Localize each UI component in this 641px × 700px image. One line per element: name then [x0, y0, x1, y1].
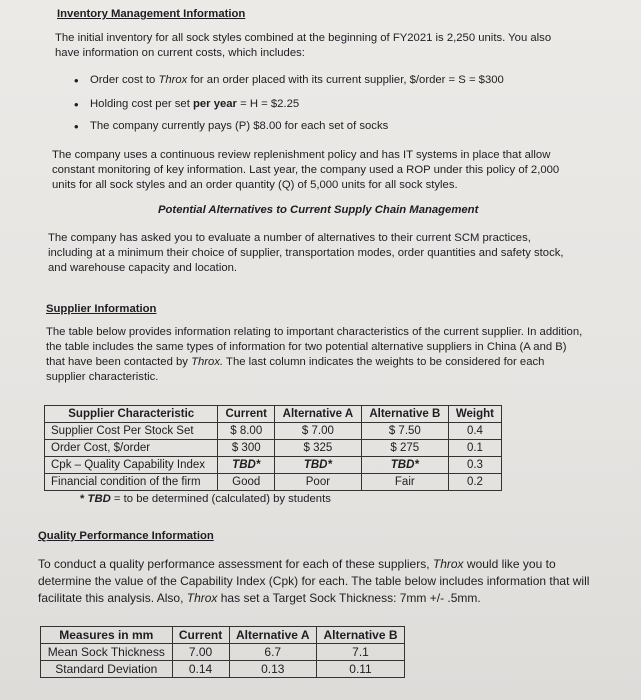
cell: $ 275: [360, 439, 449, 457]
quality-paragraph: To conduct a quality performance assessm…: [38, 556, 608, 607]
supplier-table: Supplier Characteristic Current Alternat…: [43, 405, 503, 491]
header-cell: Supplier Characteristic: [43, 405, 219, 423]
cell: 0.11: [316, 660, 405, 678]
text: = to be determined (calculated) by stude…: [110, 493, 331, 505]
text: Order cost to: [90, 74, 159, 86]
table-footnote: * TBD = to be determined (calculated) by…: [80, 492, 331, 507]
header-cell: Current: [171, 626, 230, 644]
intro-paragraph: The initial inventory for all sock style…: [55, 32, 552, 59]
quality-heading: Quality Performance Information: [38, 530, 214, 542]
text: has set a Target Sock Thickness: 7mm +/-…: [217, 591, 481, 605]
alternatives-paragraph: The company has asked you to evaluate a …: [48, 232, 564, 274]
text: *: [80, 493, 88, 505]
cell: TBD*: [217, 456, 276, 474]
cell: 0.1: [447, 439, 503, 457]
cell: Cpk – Quality Capability Index: [43, 456, 219, 474]
cell: 7.1: [316, 643, 405, 661]
text: Throx: [158, 74, 188, 86]
table-row: Mean Sock Thickness 7.00 6.7 7.1: [40, 643, 405, 661]
header-cell: Alternative A: [228, 626, 317, 644]
quality-table: Measures in mm Current Alternative A Alt…: [40, 626, 405, 678]
text: The table below provides information rel…: [46, 326, 583, 368]
cell: Standard Deviation: [40, 660, 173, 678]
cell: 6.7: [228, 643, 317, 661]
table-row: Order Cost, $/order $ 300 $ 325 $ 275 0.1: [43, 439, 503, 457]
text: Holding cost per set: [90, 98, 193, 110]
text: Throx: [186, 591, 218, 605]
text: for an order placed with its current sup…: [187, 74, 504, 86]
cell: Mean Sock Thickness: [40, 643, 173, 661]
text: To conduct a quality performance assessm…: [38, 557, 433, 571]
text: TBD: [87, 493, 111, 505]
supplier-heading: Supplier Information: [46, 303, 157, 315]
alternatives-heading: Potential Alternatives to Current Supply…: [158, 204, 479, 216]
cell: 0.13: [228, 660, 317, 678]
bullet-price: The company currently pays (P) $8.00 for…: [74, 119, 388, 134]
cell: 7.00: [171, 643, 230, 661]
table-row: Standard Deviation 0.14 0.13 0.11: [40, 660, 405, 678]
table-row: Supplier Cost Per Stock Set $ 8.00 $ 7.00 $…: [43, 422, 503, 440]
text: per year: [192, 98, 237, 110]
header-cell: Measures in mm: [40, 626, 173, 644]
cell: $ 7.50: [360, 422, 449, 440]
table-header-row: Measures in mm Current Alternative A Alt…: [40, 626, 405, 644]
cell: Fair: [360, 473, 449, 491]
bullet-order-cost: Order cost to Throx for an order placed …: [74, 73, 504, 88]
cell: 0.2: [447, 473, 503, 491]
cell: Poor: [274, 473, 362, 491]
bullet-holding-cost: Holding cost per set per year = H = $2.2…: [74, 97, 300, 112]
header-cell: Alternative B: [360, 405, 449, 423]
text: Throx: [432, 557, 464, 571]
cell: $ 8.00: [217, 422, 276, 440]
table-row: Cpk – Quality Capability Index TBD* TBD* TB…: [43, 456, 503, 474]
cell: $ 325: [274, 439, 362, 457]
cell: Financial condition of the firm: [43, 473, 219, 491]
table-row: Financial condition of the firm Good Poor F…: [43, 473, 503, 491]
header-cell: Weight: [447, 405, 503, 423]
cell: TBD*: [360, 456, 449, 474]
text: = H = $2.25: [236, 98, 300, 110]
header-cell: Current: [217, 405, 276, 423]
policy-paragraph: The company uses a continuous review rep…: [52, 149, 560, 191]
cell: Order Cost, $/order: [43, 439, 219, 457]
section-title: Inventory Management Information: [57, 8, 246, 20]
cell: $ 300: [217, 439, 276, 457]
cell: Supplier Cost Per Stock Set: [43, 422, 219, 440]
table-header-row: Supplier Characteristic Current Alternat…: [43, 405, 503, 423]
header-cell: Alternative A: [274, 405, 362, 423]
cell: Good: [217, 473, 276, 491]
text: Throx.: [191, 356, 224, 368]
text: would like you to determine the value of…: [38, 557, 590, 605]
cell: 0.4: [447, 422, 503, 440]
cell: TBD*: [274, 456, 362, 474]
cell: 0.14: [171, 660, 230, 678]
cell: 0.3: [447, 456, 503, 474]
supplier-paragraph: The table below provides information rel…: [46, 325, 586, 385]
header-cell: Alternative B: [316, 626, 405, 644]
text: The last column indicates the weights to…: [46, 356, 545, 383]
cell: $ 7.00: [274, 422, 362, 440]
